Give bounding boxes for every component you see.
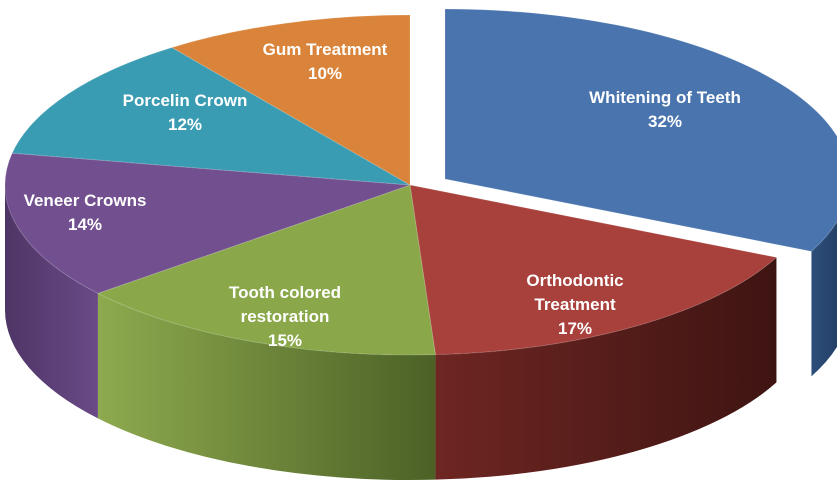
pie-side-whitening-of-teeth bbox=[811, 221, 837, 377]
pie-slice-tooth-colored-restoration bbox=[96, 184, 437, 356]
pie-value-label-veneer-crowns: 14% bbox=[68, 215, 102, 234]
pie-slice-veneer-crowns bbox=[4, 152, 411, 294]
pie-category-label-tooth-colored-restoration: Tooth colored bbox=[229, 283, 341, 302]
pie-side-tooth-colored-restoration bbox=[97, 293, 436, 480]
pie-side-orthodontic-treatment bbox=[435, 257, 777, 480]
pie-side-veneer-crowns bbox=[5, 185, 98, 419]
pie-sides bbox=[5, 185, 837, 480]
pie-category-label-gum-treatment: Gum Treatment bbox=[263, 40, 388, 59]
pie-category-label-tooth-colored-restoration: restoration bbox=[241, 307, 330, 326]
pie-value-label-whitening-of-teeth: 32% bbox=[648, 112, 682, 131]
pie-tops bbox=[4, 8, 837, 356]
pie-category-label-orthodontic-treatment: Treatment bbox=[534, 295, 616, 314]
pie-slice-whitening-of-teeth bbox=[444, 8, 837, 252]
pie-slice-gum-treatment bbox=[170, 14, 411, 186]
pie-slice-porcelin-crown bbox=[11, 46, 411, 186]
pie-category-label-porcelin-crown: Porcelin Crown bbox=[123, 91, 248, 110]
pie-category-label-veneer-crowns: Veneer Crowns bbox=[24, 191, 147, 210]
pie-category-label-whitening-of-teeth: Whitening of Teeth bbox=[589, 88, 741, 107]
pie-value-label-orthodontic-treatment: 17% bbox=[558, 319, 592, 338]
pie-category-label-orthodontic-treatment: Orthodontic bbox=[526, 271, 623, 290]
pie-value-label-porcelin-crown: 12% bbox=[168, 115, 202, 134]
pie-labels: Whitening of Teeth 32% Orthodontic Treatmen… bbox=[24, 40, 741, 350]
pie-value-label-gum-treatment: 10% bbox=[308, 64, 342, 83]
pie-value-label-tooth-colored-restoration: 15% bbox=[268, 331, 302, 350]
pie-slice-orthodontic-treatment bbox=[409, 184, 778, 356]
